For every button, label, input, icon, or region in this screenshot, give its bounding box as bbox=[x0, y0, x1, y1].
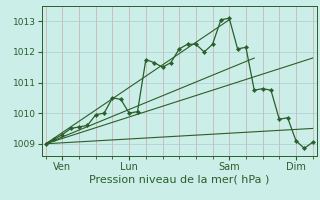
X-axis label: Pression niveau de la mer( hPa ): Pression niveau de la mer( hPa ) bbox=[89, 174, 269, 184]
